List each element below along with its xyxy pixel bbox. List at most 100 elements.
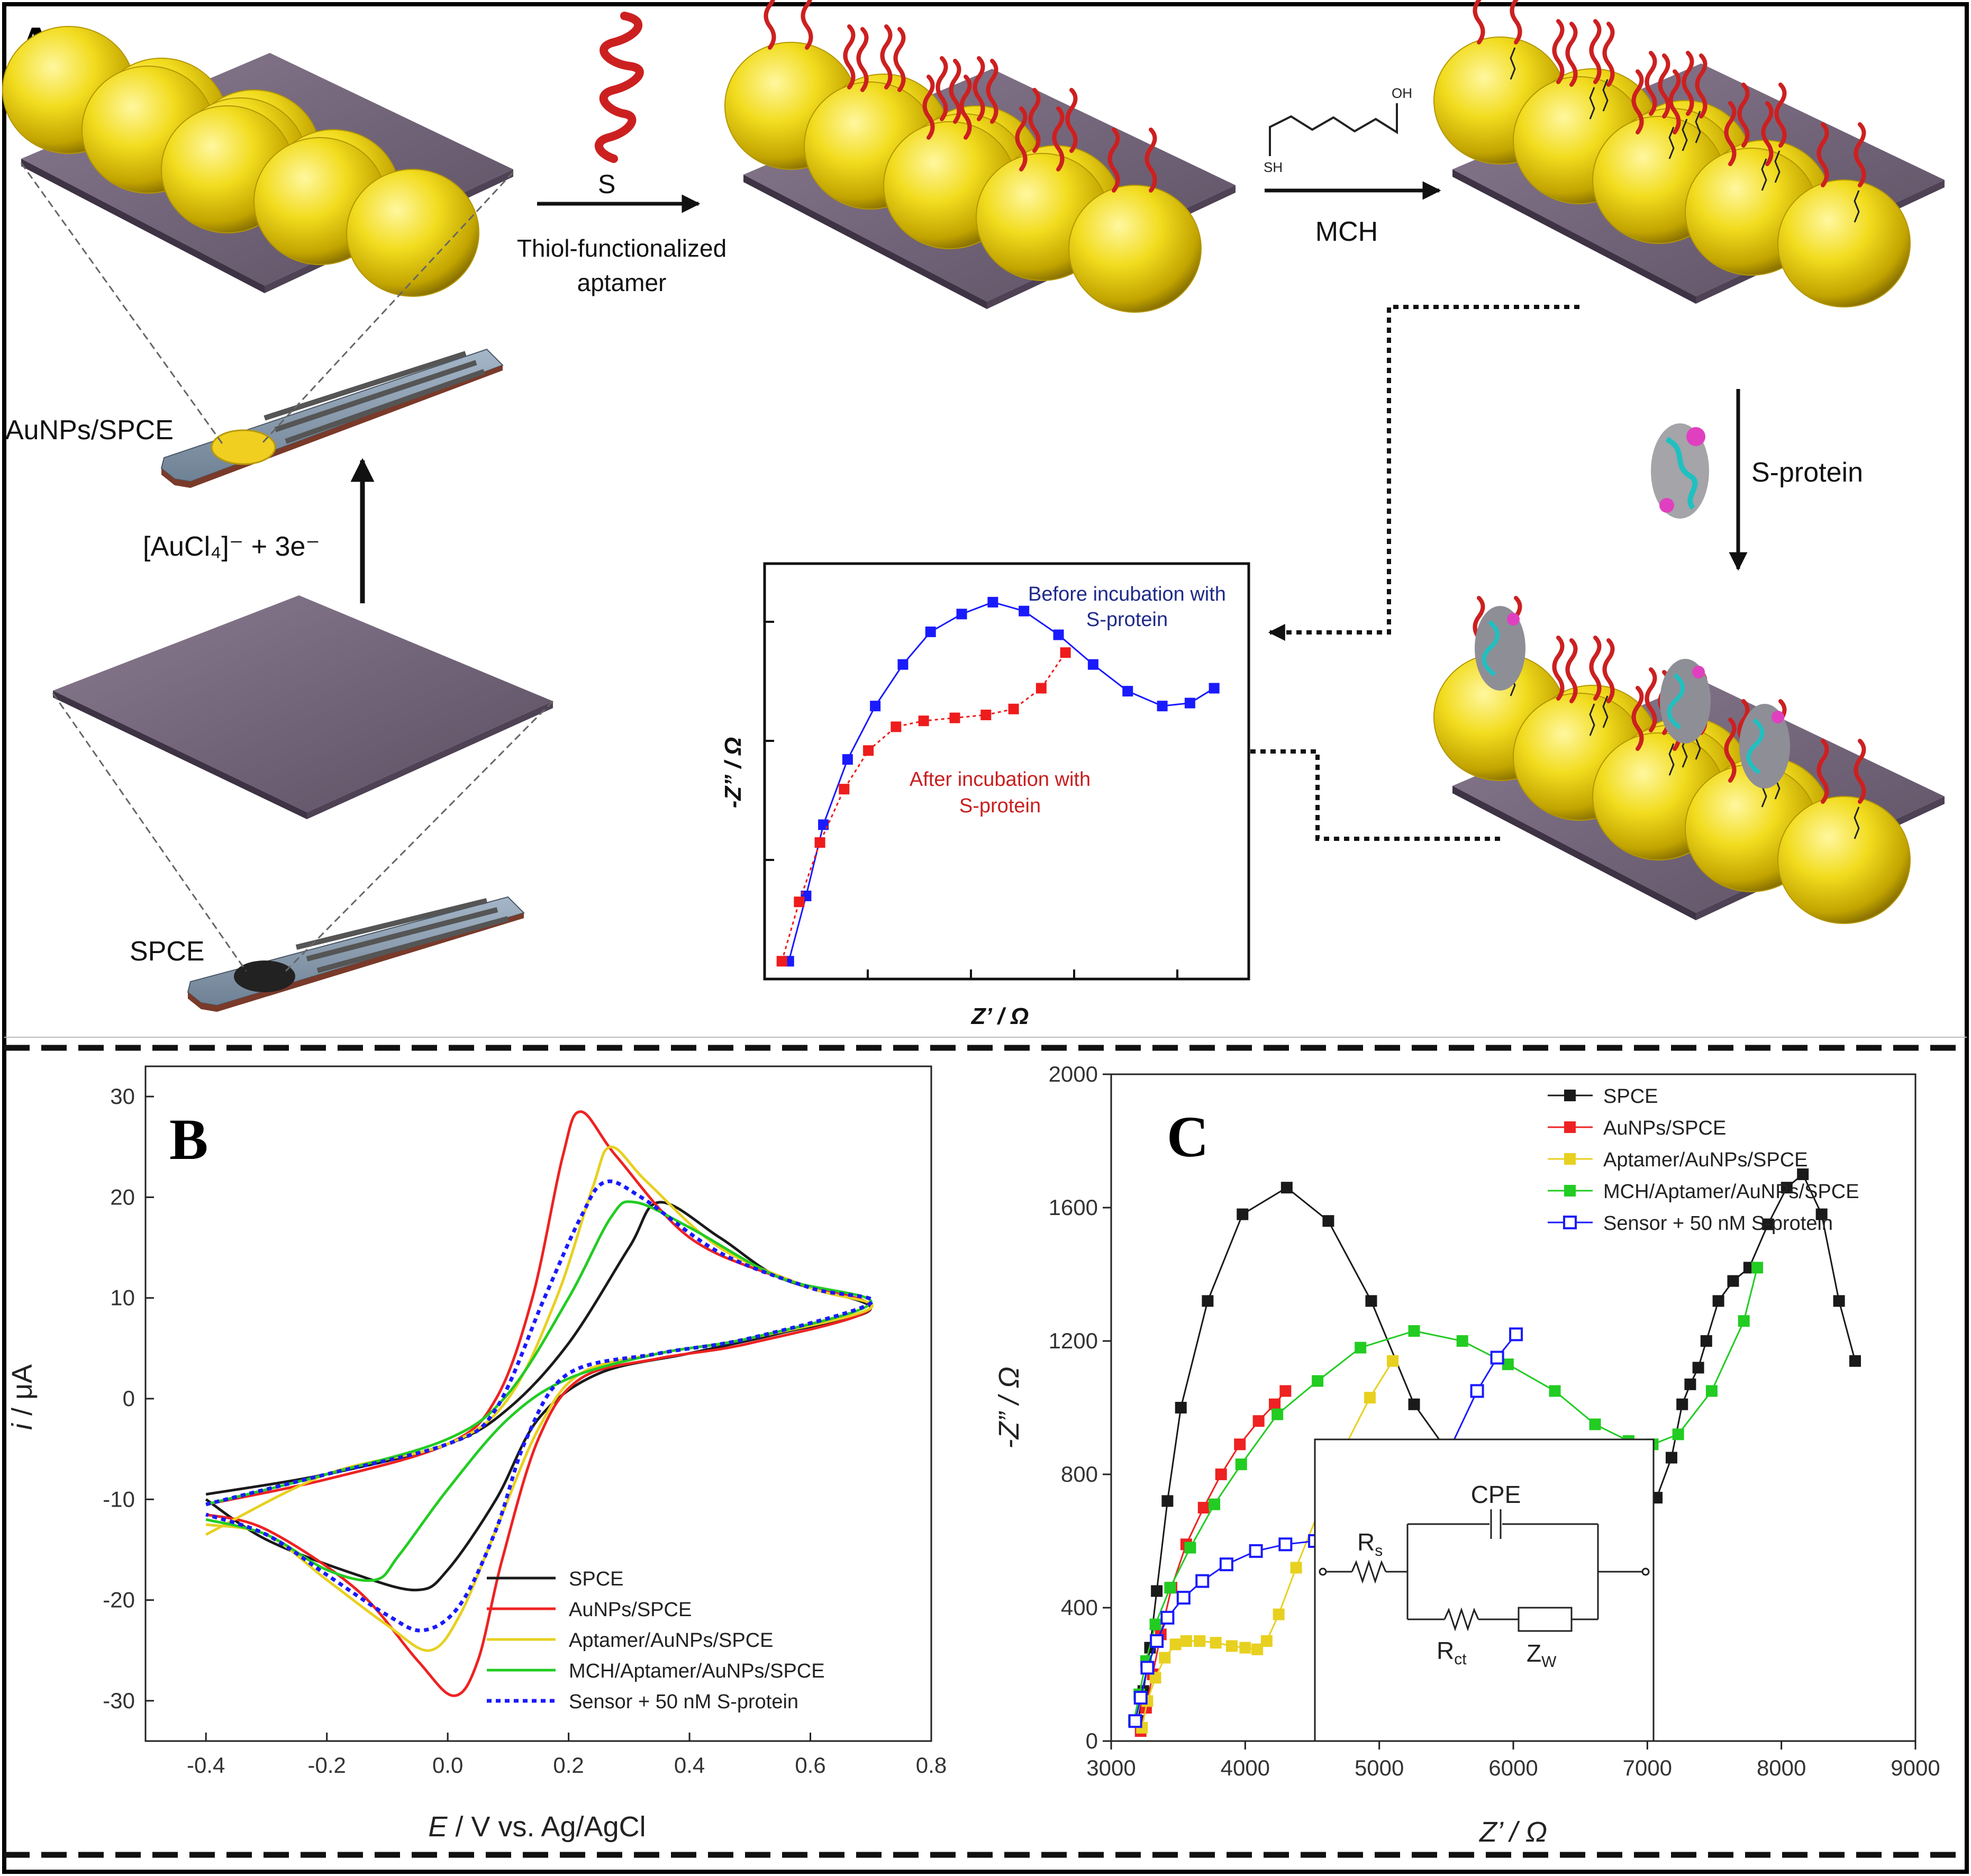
rct-label: Rct [1437,1637,1467,1668]
c-x-tick-label: 8000 [1757,1755,1806,1780]
inset-data-point [794,896,805,908]
inset-data-point [870,701,881,712]
aptamer-strand [1552,636,1565,701]
c-legend-marker [1563,1216,1577,1229]
c-legend-marker [1564,1090,1576,1101]
spce-electrode-illustration [52,693,554,1012]
inset-axes-frame [763,562,1250,981]
c-data-point [1140,1661,1155,1675]
inset-data-point [987,596,998,608]
aptamer-strand [1015,106,1028,171]
c-data-point [1149,1672,1161,1684]
panel-a-inset-nyquist: Before incubation with S-protein After i… [720,562,1250,1029]
c-data-point [1202,1295,1214,1307]
mch-molecule-icon: SH OH [1264,85,1412,175]
c-legend-marker [1564,1185,1576,1197]
aptamer-strand [1510,0,1522,44]
c-x-tick-label: 4000 [1221,1755,1270,1780]
b-x-tick-label: 0.6 [795,1753,825,1778]
aptamer-strand [1602,638,1615,703]
c-x-tick-label: 3000 [1086,1755,1136,1780]
spce-label: SPCE [130,936,205,967]
inset-data-point [1122,686,1133,697]
c-y-tick-label: 800 [1061,1462,1098,1487]
c-y-tick-label: 0 [1086,1728,1098,1753]
gold-nanoparticle [1068,185,1202,313]
c-data-point [1700,1335,1712,1347]
c-data-point [1273,1608,1285,1620]
c-data-point [1751,1262,1764,1274]
inset-series-line [788,601,1215,962]
aptamer-strand [1589,636,1602,701]
aptamer-strand [801,0,813,50]
aptamer-strand [1602,22,1615,87]
c-data-point [1175,1402,1187,1413]
c-x-tick-label: 5000 [1355,1755,1404,1780]
sprotein-ribbon [1667,673,1685,730]
aptamer-strand [1645,667,1657,732]
c-data-point [1849,1355,1861,1367]
aptamer-strand [1052,106,1065,171]
mch-chain [1695,111,1701,143]
aptamer-helix-icon [594,12,644,163]
c-data-point [1797,1168,1809,1180]
c-data-point [1271,1408,1284,1420]
inset-before-label-line1: Before incubation with [1028,583,1226,605]
c-data-point [1665,1452,1677,1464]
sprotein-glycan [1692,666,1705,678]
aptamer-strand [1761,101,1774,166]
circuit-frame [1314,1438,1655,1742]
gold-nanoparticle [1777,796,1911,924]
aptamer-strand [1816,739,1829,804]
inset-data-point [897,659,909,670]
b-x-tick-label: 0.2 [553,1753,584,1778]
c-series-line [1133,1267,1758,1721]
b-x-tick-label: 0.8 [916,1753,947,1778]
mch-slab-illustration [1433,0,1945,307]
sprotein-glycan [1772,711,1784,723]
c-data-point [1164,1582,1176,1594]
aptamer-strand [1107,128,1120,193]
b-y-tick-label: 20 [110,1184,135,1209]
c-data-point [1589,1418,1601,1430]
aunps-spce-electrode-illustration [20,162,514,488]
c-data-point [1278,1537,1293,1552]
c-legend-marker [1564,1121,1576,1133]
c-legend-label: Aptamer/AuNPs/SPCE [1603,1149,1807,1171]
c-data-point [1502,1358,1514,1371]
c-data-point [1194,1635,1206,1647]
c-data-point [1249,1544,1263,1558]
mch-chain [1668,743,1675,776]
b-series-line [205,1179,874,1633]
mch-sh-label: SH [1264,159,1283,175]
aptamer-strand [1695,53,1707,119]
b-series-line [205,1145,874,1652]
b-series-line [205,1110,873,1697]
c-data-point [1712,1295,1724,1307]
panel-c-ticks: 3000 4000 5000 6000 7000 8000 9000 0 400 800 1200 1… [1049,1062,1940,1780]
c-data-point [1149,1618,1161,1630]
mch-chain [1854,190,1860,223]
mch-chain [1774,150,1781,183]
c-data-point [1355,1342,1367,1354]
mch-chain [1682,119,1688,151]
sprotein-ribbon [1482,620,1500,677]
c-data-point [1210,1637,1222,1649]
c-data-point [1470,1384,1484,1398]
c-legend-label: Sensor + 50 nM S-protein [1603,1212,1833,1235]
panel-c-x-axis-label: Z’ / Ω [1478,1816,1547,1848]
c-data-point [1151,1585,1163,1597]
aptamer-strand [986,59,998,124]
c-data-point [1280,1182,1293,1194]
c-data-point [1364,1392,1376,1404]
mch-chain [1668,126,1675,159]
sprotein-glycan [1507,613,1520,626]
c-data-point [1235,1458,1247,1471]
sprotein-label: S-protein [1751,457,1863,488]
inset-data-point [1060,647,1071,658]
b-y-tick-label: 30 [110,1084,135,1109]
sprotein-slab-illustration [1433,596,1945,924]
b-x-tick-label: 0.4 [674,1753,705,1778]
inset-data-point [1184,697,1195,709]
